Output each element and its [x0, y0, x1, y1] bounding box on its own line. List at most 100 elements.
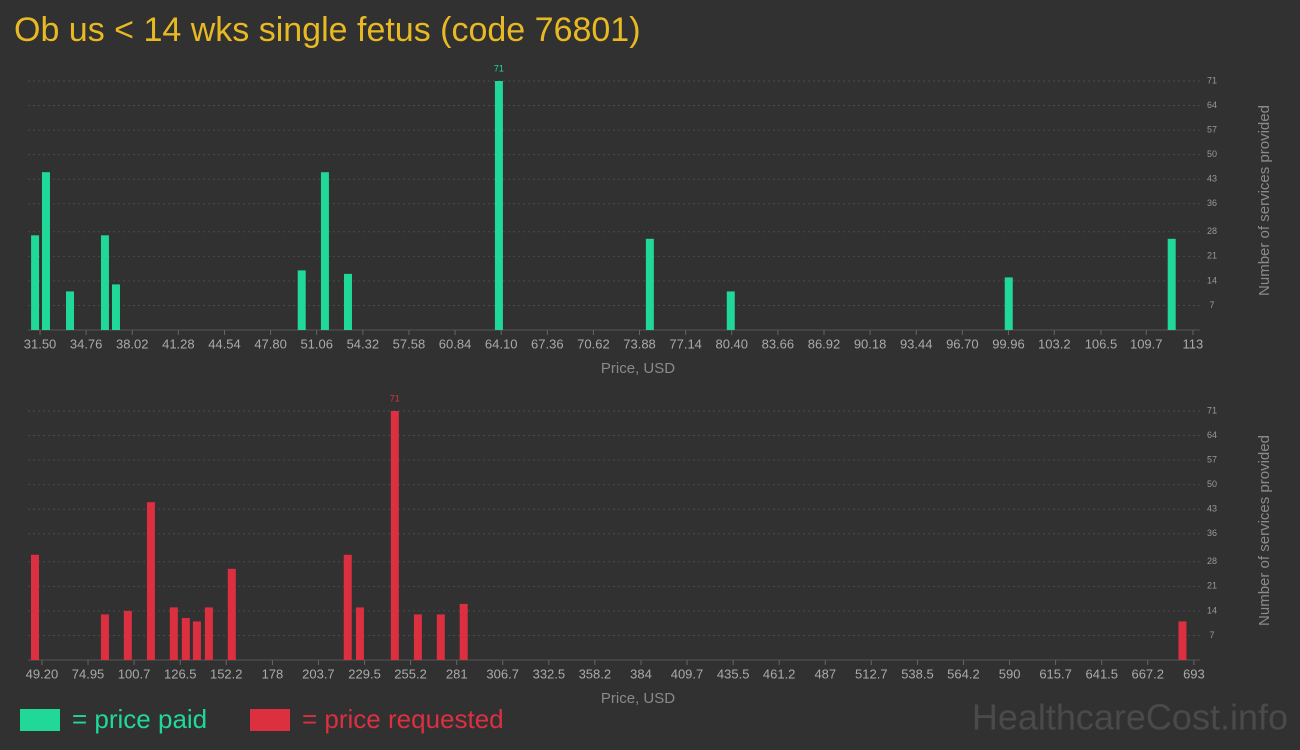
x-tick-label: 44.54	[208, 336, 241, 351]
bar	[494, 81, 503, 330]
x-tick-label: 538.5	[901, 666, 934, 681]
y-tick-label: 36	[1207, 198, 1217, 208]
bar	[204, 607, 213, 660]
bar	[31, 235, 40, 330]
y-tick-label: 57	[1207, 454, 1217, 464]
bar	[355, 607, 364, 660]
data-label: 71	[390, 393, 400, 403]
y-tick-label: 64	[1207, 100, 1217, 110]
x-tick-label: 693	[1183, 666, 1205, 681]
x-tick-label: 57.58	[393, 336, 426, 351]
bar	[66, 291, 75, 330]
x-tick-label: 99.96	[992, 336, 1025, 351]
x-tick-label: 100.7	[118, 666, 151, 681]
x-tick-label: 60.84	[439, 336, 472, 351]
x-tick-label: 38.02	[116, 336, 149, 351]
watermark: HealthcareCost.info	[972, 697, 1288, 738]
bar	[227, 568, 236, 660]
x-tick-label: 93.44	[900, 336, 933, 351]
bar	[30, 554, 39, 660]
x-tick-label: 641.5	[1085, 666, 1118, 681]
page-title: Ob us < 14 wks single fetus (code 76801)	[14, 11, 641, 49]
bar	[1004, 277, 1013, 330]
x-tick-label: 229.5	[348, 666, 381, 681]
y-tick-label: 50	[1207, 479, 1217, 489]
x-tick-label: 77.14	[669, 336, 702, 351]
x-tick-label: 86.92	[808, 336, 841, 351]
bar	[192, 621, 201, 660]
bar	[645, 238, 654, 330]
y-tick-label: 43	[1207, 504, 1217, 514]
y-tick-label: 14	[1207, 605, 1217, 615]
bar	[169, 607, 178, 660]
x-tick-label: 384	[630, 666, 652, 681]
x-tick-label: 64.10	[485, 336, 518, 351]
data-label: 71	[494, 63, 504, 73]
y-tick-label: 43	[1207, 174, 1217, 184]
x-tick-label: 41.28	[162, 336, 195, 351]
x-tick-label: 54.32	[347, 336, 380, 351]
bar	[123, 610, 132, 660]
x-axis-title: Price, USD	[601, 360, 675, 377]
x-tick-label: 667.2	[1131, 666, 1164, 681]
x-tick-label: 31.50	[24, 336, 57, 351]
y-tick-label: 71	[1207, 405, 1217, 415]
x-tick-label: 255.2	[394, 666, 427, 681]
bar	[181, 617, 190, 660]
x-tick-label: 113	[1183, 336, 1204, 351]
x-tick-label: 281	[446, 666, 468, 681]
x-tick-label: 96.70	[946, 336, 979, 351]
y-tick-label: 21	[1207, 581, 1217, 591]
bar	[1167, 238, 1176, 330]
x-tick-label: 590	[999, 666, 1021, 681]
y-tick-label: 57	[1207, 124, 1217, 134]
y-tick-label: 50	[1207, 149, 1217, 159]
x-tick-label: 564.2	[947, 666, 980, 681]
x-tick-label: 512.7	[855, 666, 888, 681]
x-tick-label: 409.7	[671, 666, 704, 681]
legend-label: = price requested	[302, 704, 504, 734]
x-tick-label: 178	[262, 666, 284, 681]
x-tick-label: 306.7	[486, 666, 519, 681]
x-tick-label: 203.7	[302, 666, 335, 681]
bar	[726, 291, 735, 330]
bar	[41, 172, 50, 330]
bar	[111, 284, 120, 330]
x-tick-label: 461.2	[763, 666, 796, 681]
x-tick-label: 103.2	[1038, 336, 1071, 351]
x-tick-label: 487	[814, 666, 836, 681]
bar	[459, 603, 468, 660]
y-tick-label: 36	[1207, 528, 1217, 538]
bar	[100, 614, 109, 660]
y-tick-label: 64	[1207, 430, 1217, 440]
x-tick-label: 49.20	[26, 666, 59, 681]
x-tick-label: 74.95	[72, 666, 105, 681]
x-tick-label: 106.5	[1085, 336, 1118, 351]
x-tick-label: 90.18	[854, 336, 887, 351]
bar	[343, 273, 352, 330]
bar	[146, 502, 155, 660]
bar	[100, 235, 109, 330]
x-tick-label: 435.5	[717, 666, 750, 681]
y-tick-label: 21	[1207, 251, 1217, 261]
y-tick-label: 7	[1209, 630, 1214, 640]
y-axis-title: Number of services provided	[1256, 435, 1273, 626]
legend-swatch	[20, 709, 60, 731]
y-tick-label: 28	[1207, 226, 1217, 236]
x-tick-label: 47.80	[254, 336, 287, 351]
bar	[1178, 621, 1187, 660]
x-tick-label: 34.76	[70, 336, 103, 351]
bar	[390, 411, 399, 660]
x-tick-label: 67.36	[531, 336, 564, 351]
x-tick-label: 83.66	[762, 336, 795, 351]
x-tick-label: 615.7	[1039, 666, 1072, 681]
y-tick-label: 7	[1209, 300, 1214, 310]
x-tick-label: 70.62	[577, 336, 610, 351]
legend-swatch	[250, 709, 290, 731]
x-tick-label: 152.2	[210, 666, 243, 681]
x-tick-label: 332.5	[533, 666, 566, 681]
y-tick-label: 14	[1207, 275, 1217, 285]
x-tick-label: 51.06	[300, 336, 333, 351]
